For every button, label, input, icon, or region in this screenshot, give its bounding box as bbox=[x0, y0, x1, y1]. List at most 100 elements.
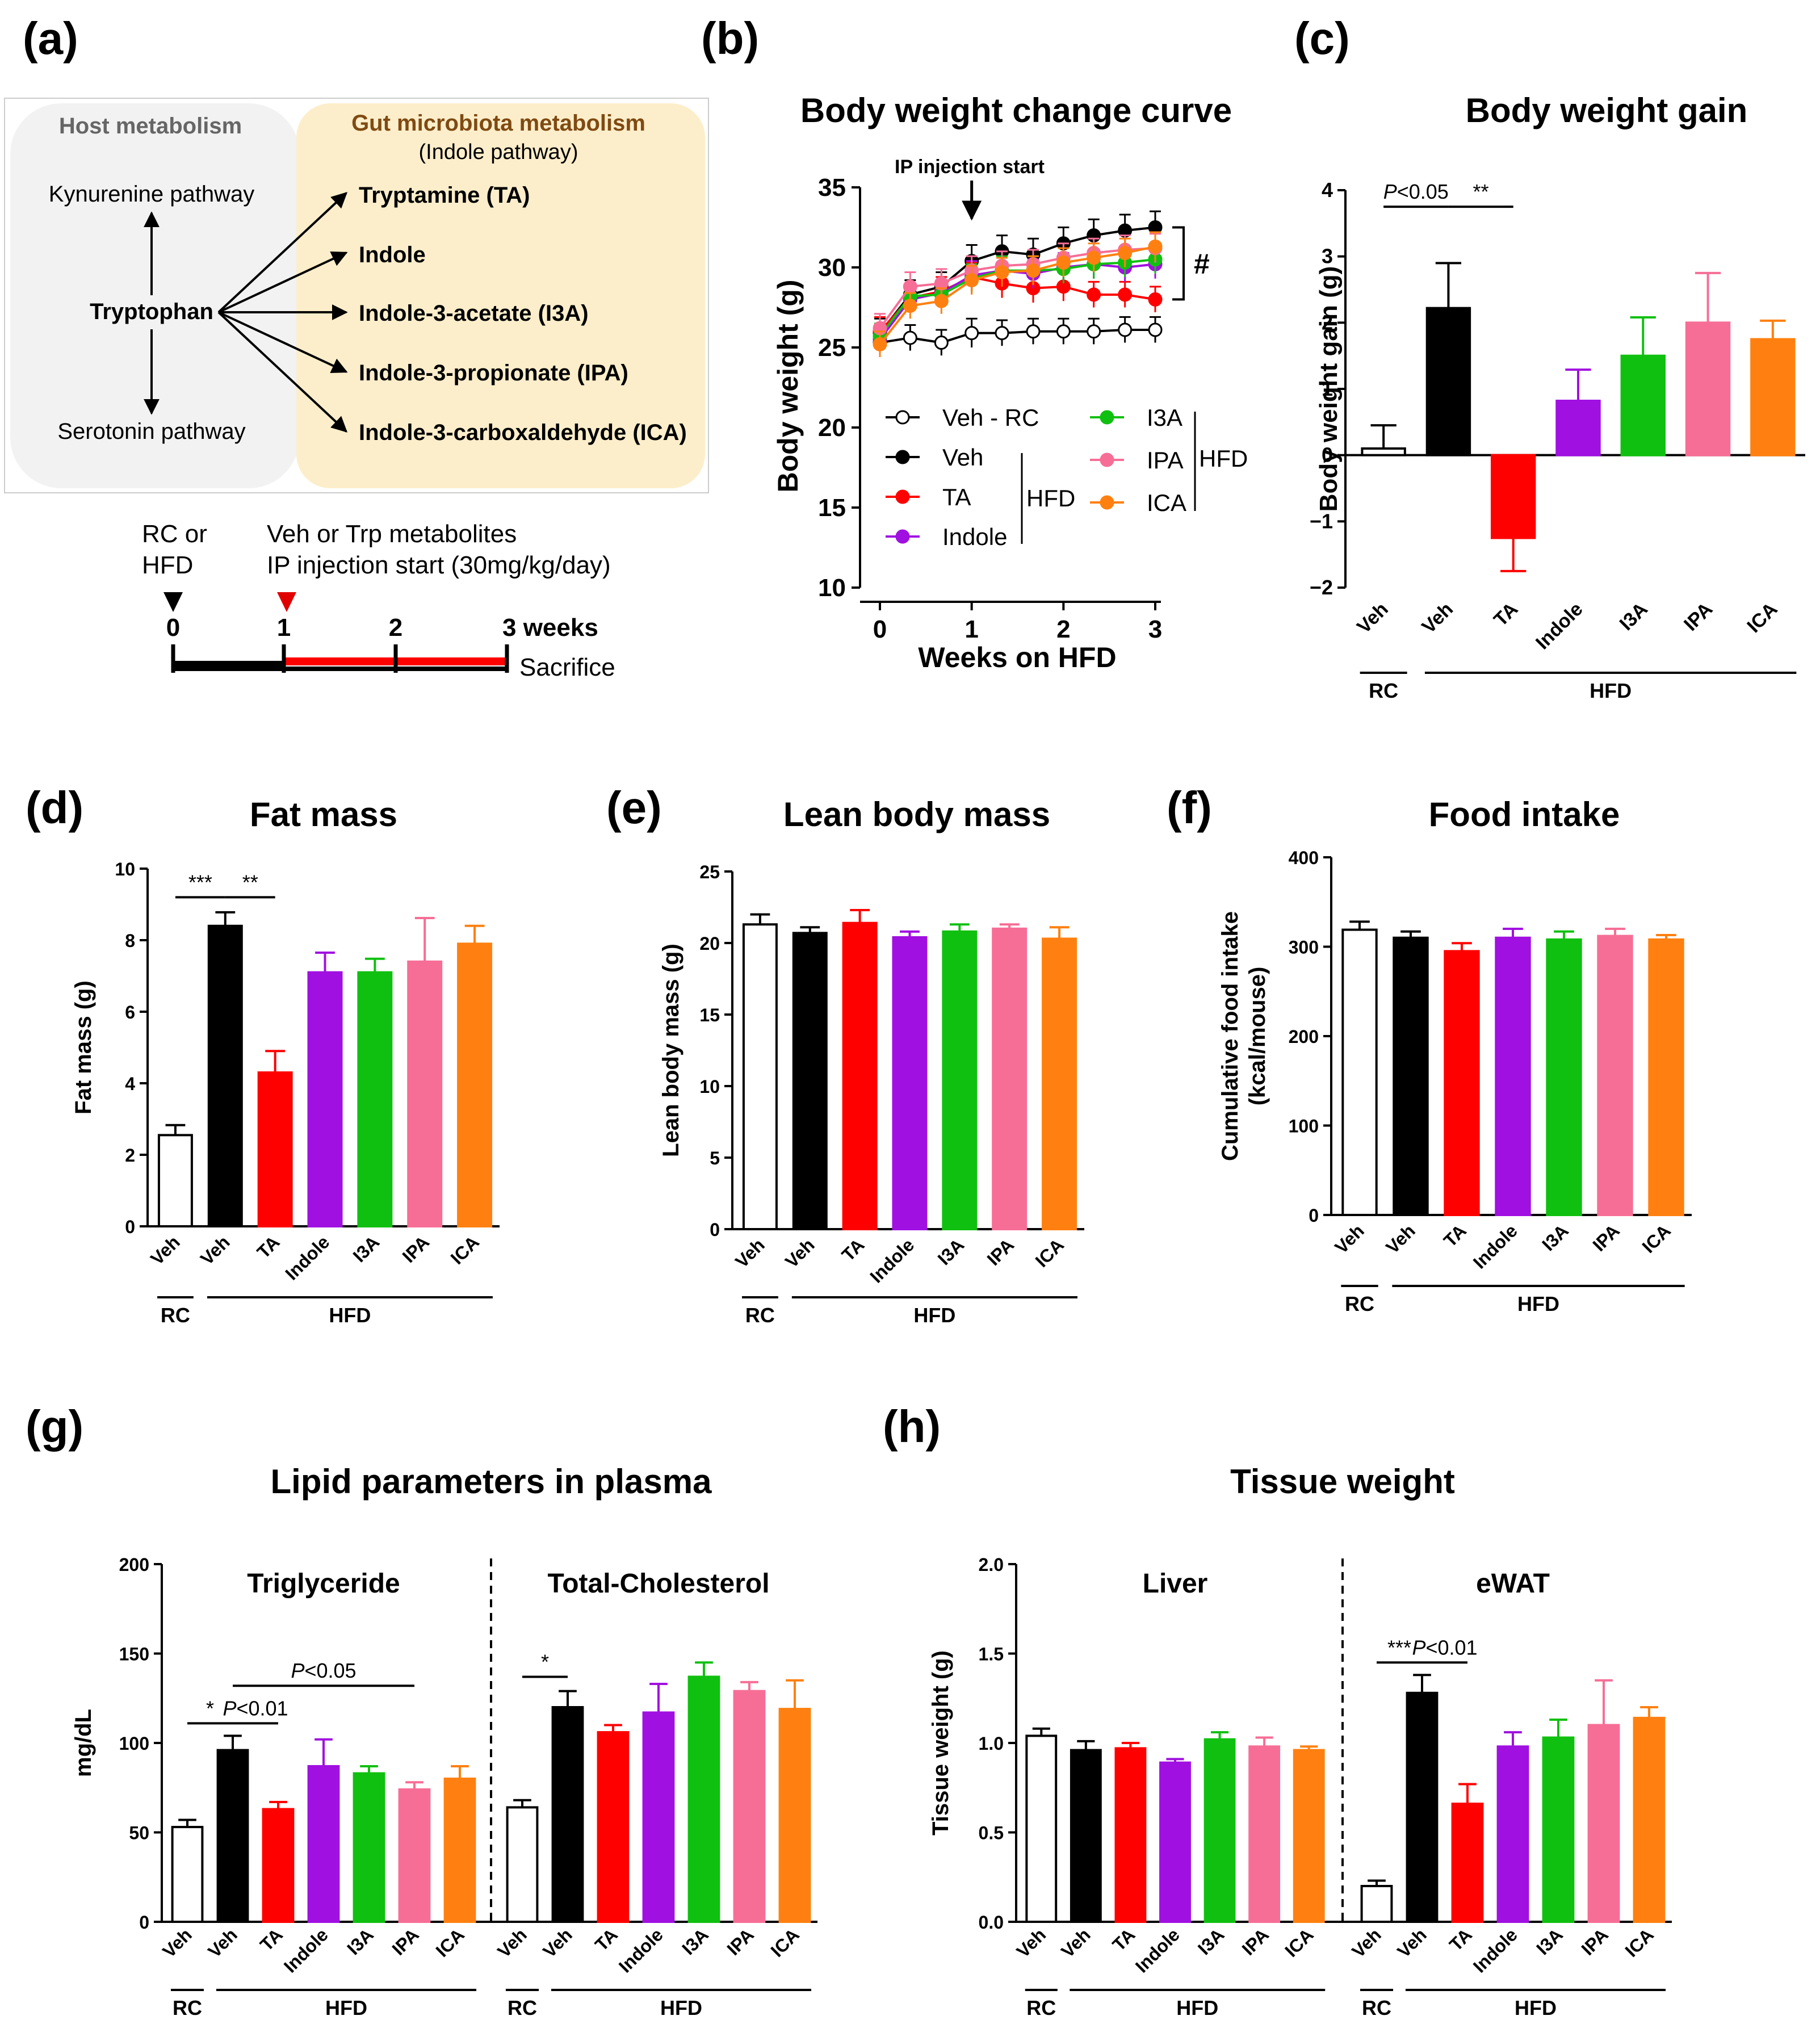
panel-label-b: (b) bbox=[701, 13, 759, 64]
xtick-label-f-6: ICA bbox=[1638, 1220, 1675, 1256]
xtick-label-b-0: 0 bbox=[873, 615, 887, 643]
group-label-rc-h1: RC bbox=[1362, 1996, 1391, 2019]
ytick-label-e-3: 15 bbox=[699, 1005, 720, 1025]
xtick-label-g0-2: TA bbox=[256, 1924, 287, 1955]
sig-label-text-g1-0: * bbox=[541, 1650, 549, 1673]
xtick-label-h1-0: Veh bbox=[1348, 1924, 1385, 1962]
y-axis-label-f-2: (kcal/mouse) bbox=[1245, 967, 1270, 1106]
gut-metabolism-subtitle: (Indole pathway) bbox=[419, 140, 578, 164]
legend-marker-i3a bbox=[1100, 410, 1114, 425]
serotonin-pathway: Serotonin pathway bbox=[57, 419, 245, 444]
series-point-ica-4 bbox=[995, 265, 1009, 279]
bar-h0-ica-6 bbox=[1293, 1749, 1325, 1924]
ytick-label-d-3: 6 bbox=[125, 1002, 135, 1023]
bar-g0-veh-0 bbox=[171, 1826, 204, 1924]
series-point-ica-0 bbox=[873, 337, 887, 351]
series-point-rc-6 bbox=[1056, 324, 1071, 339]
xtick-label-c-4: I3A bbox=[1616, 598, 1652, 635]
xtick-label-e-0: Veh bbox=[731, 1234, 769, 1272]
arrow-to-ica bbox=[217, 311, 348, 433]
ytick-label-e-1: 5 bbox=[710, 1148, 720, 1168]
sig-label-text-d-0: *** bbox=[188, 870, 212, 894]
ytick-label-h-3: 1.5 bbox=[979, 1644, 1004, 1665]
bar-e-i3a-4 bbox=[942, 930, 978, 1230]
xtick-label-g0-4: I3A bbox=[343, 1924, 378, 1959]
series-line-indole bbox=[879, 263, 1156, 341]
xtick-label-e-1: Veh bbox=[781, 1234, 819, 1272]
ytick-label-g-4: 200 bbox=[119, 1554, 149, 1575]
ytick-label-d-5: 10 bbox=[115, 859, 135, 879]
legend-marker-ipa bbox=[1100, 452, 1114, 467]
legend-label-veh: Veh bbox=[942, 444, 983, 471]
chart-title-c: Body weight gain bbox=[1466, 91, 1748, 129]
host-metabolism-box bbox=[10, 103, 300, 488]
ytick-label-d-2: 4 bbox=[125, 1074, 135, 1094]
significance-mark-b: # bbox=[1194, 248, 1210, 280]
series-line-ipa bbox=[879, 247, 1156, 329]
bar-c-ta-2 bbox=[1491, 454, 1536, 539]
legend-label-i3a: I3A bbox=[1147, 404, 1182, 431]
panel-label-g: (g) bbox=[26, 1401, 83, 1452]
xtick-label-b-3: 3 bbox=[1148, 615, 1162, 643]
chart-fat-mass: Fat mass 0 2 4 6 8 10 Fat mass (g) Veh Veh TAIndol… bbox=[71, 795, 500, 1327]
kynurenine-pathway: Kynurenine pathway bbox=[49, 182, 254, 207]
xtick-label-g0-1: Veh bbox=[204, 1924, 241, 1962]
sig-label-d-1: ** bbox=[242, 870, 258, 894]
timeline-veh-line2: IP injection start (30mg/kg/day) bbox=[267, 551, 611, 579]
panel-a-diagram: Host metabolism Gut microbiota metabolis… bbox=[4, 98, 709, 493]
xtick-label-h1-5: IPA bbox=[1577, 1924, 1612, 1959]
subpanel-title-g-1: Total-Cholesterol bbox=[547, 1569, 769, 1599]
xtick-label-g0-6: ICA bbox=[432, 1924, 468, 1960]
ytick-label-b-3: 25 bbox=[818, 334, 846, 362]
series-point-ica-1 bbox=[903, 299, 917, 313]
panel-label-h: (h) bbox=[883, 1401, 941, 1452]
xtick-label-b-2: 2 bbox=[1056, 615, 1070, 643]
sig-label-italic-g0-1: P bbox=[223, 1696, 236, 1720]
subpanel-title-h-1: eWAT bbox=[1476, 1569, 1550, 1599]
bar-f-veh-1 bbox=[1393, 936, 1429, 1216]
bar-g1-veh-0 bbox=[506, 1806, 539, 1923]
ytick-label-e-4: 20 bbox=[699, 933, 720, 954]
chart-food-intake: Food intake 0 100 200 300 400 Cumulative food … bbox=[1218, 795, 1692, 1315]
metabolite-ipa: Indole-3-propionate (IPA) bbox=[359, 361, 628, 385]
rc-start-marker bbox=[163, 592, 183, 612]
bar-c-ica-6 bbox=[1750, 338, 1796, 456]
series-point-ica-2 bbox=[934, 294, 949, 308]
ytick-label-b-5: 35 bbox=[818, 174, 846, 202]
y-axis-label-e: Lean body mass (g) bbox=[659, 944, 683, 1157]
tryptophan-label: Tryptophan bbox=[90, 299, 213, 324]
chart-title-h: Tissue weight bbox=[1230, 1463, 1455, 1501]
xtick-label-c-0: Veh bbox=[1353, 598, 1393, 638]
bar-g1-veh-1 bbox=[551, 1706, 584, 1923]
metabolite-ica: Indole-3-carboxaldehyde (ICA) bbox=[359, 420, 687, 445]
xtick-label-g0-5: IPA bbox=[388, 1924, 422, 1959]
bar-e-veh-1 bbox=[792, 932, 828, 1230]
bar-d-veh-0 bbox=[157, 1134, 193, 1227]
xtick-label-g1-1: Veh bbox=[539, 1924, 576, 1962]
bar-g1-ipa-5 bbox=[733, 1690, 766, 1923]
xtick-label-f-3: Indole bbox=[1469, 1220, 1521, 1272]
timeline-sacrifice: Sacrifice bbox=[519, 653, 615, 681]
group-label-rc-d: RC bbox=[161, 1304, 190, 1327]
xtick-label-h1-2: TA bbox=[1445, 1924, 1476, 1955]
bar-d-ipa-5 bbox=[407, 960, 443, 1228]
legend-label-indole: Indole bbox=[942, 523, 1007, 550]
series-line-veh bbox=[879, 226, 1156, 334]
legend-hfd-label-left: HFD bbox=[1026, 485, 1075, 512]
ytick-label-c-6: 4 bbox=[1322, 178, 1333, 202]
legend-label-rc: Veh - RC bbox=[942, 404, 1039, 431]
ytick-label-h-0: 0.0 bbox=[979, 1912, 1004, 1933]
xtick-label-e-6: ICA bbox=[1031, 1234, 1068, 1271]
bar-f-ta-2 bbox=[1444, 950, 1480, 1216]
bar-g1-ica-6 bbox=[778, 1708, 811, 1923]
panel-label-d: (d) bbox=[26, 782, 83, 833]
y-axis-label-d: Fat mass (g) bbox=[71, 980, 96, 1114]
xtick-label-g1-0: Veh bbox=[493, 1924, 531, 1962]
chart-title-d: Fat mass bbox=[250, 795, 397, 833]
x-axis-label-b: Weeks on HFD bbox=[918, 642, 1116, 673]
sig-label-c-1: ** bbox=[1473, 180, 1489, 203]
timeline-rc-line2: HFD bbox=[142, 551, 193, 579]
xtick-label-d-6: ICA bbox=[447, 1231, 483, 1268]
ytick-label-c-0: −2 bbox=[1310, 576, 1333, 599]
bar-h1-ta-2 bbox=[1451, 1803, 1484, 1924]
